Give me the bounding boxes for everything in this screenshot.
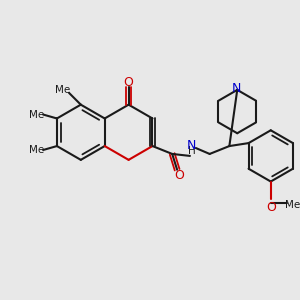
Text: O: O [124,76,134,88]
Text: Me: Me [285,200,300,210]
Text: N: N [187,139,196,152]
Text: Me: Me [28,145,44,155]
Text: O: O [266,201,276,214]
Text: O: O [174,169,184,182]
Text: Me: Me [28,110,44,119]
Text: Me: Me [56,85,71,95]
Text: N: N [232,82,241,95]
Text: H: H [188,146,196,156]
